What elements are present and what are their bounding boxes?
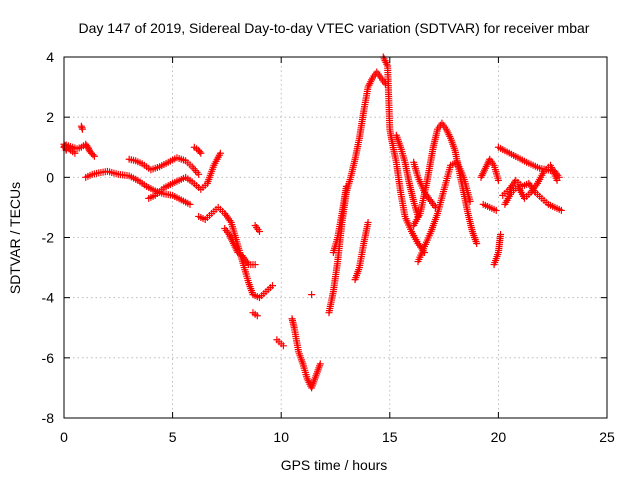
- data-point-track-a-lead: [65, 145, 73, 153]
- data-point-track-g: [251, 261, 259, 269]
- data-point-track-f: [269, 282, 277, 290]
- data-point-track-r: [431, 203, 439, 211]
- data-point-track-p: [473, 240, 481, 248]
- y-axis-label: SDTVAR / TECUs: [7, 182, 23, 294]
- x-tick-label: 5: [169, 429, 177, 445]
- y-tick-label: -6: [42, 350, 55, 366]
- data-points-layer: [60, 53, 565, 392]
- data-point-track-e: [196, 148, 204, 156]
- y-tick-label: 0: [46, 169, 54, 185]
- data-point-track-l-branch: [342, 182, 350, 190]
- x-tick-label: 0: [60, 429, 68, 445]
- data-point-track-a: [89, 151, 97, 159]
- data-point-track-d: [216, 149, 224, 157]
- y-tick-label: 4: [46, 49, 54, 65]
- data-point-track-a-spike: [78, 125, 86, 133]
- data-point-track-m: [364, 218, 372, 226]
- data-point-track-u: [497, 230, 505, 238]
- y-tick-label: -8: [42, 410, 55, 426]
- x-tick-label: 25: [599, 429, 615, 445]
- data-point-track-a-lead: [63, 143, 71, 151]
- y-tick-label: -2: [42, 230, 55, 246]
- data-point-track-t: [492, 206, 500, 214]
- chart-title: Day 147 of 2019, Sidereal Day-to-day VTE…: [79, 20, 590, 36]
- data-point-track-c: [195, 170, 203, 178]
- data-point-track-a-lead: [71, 149, 79, 157]
- data-point-track-f-tail: [253, 312, 261, 320]
- data-point-track-k: [308, 291, 316, 299]
- data-point-track-a: [84, 143, 92, 151]
- data-point-track-j: [316, 360, 324, 368]
- data-point-track-s: [494, 176, 502, 184]
- data-point-track-h: [255, 227, 263, 235]
- data-point-track-x: [555, 173, 563, 181]
- data-point-track-i: [279, 342, 287, 350]
- data-point-track-a: [90, 152, 98, 160]
- data-point-track-e: [197, 149, 205, 157]
- data-point-track-v: [557, 206, 565, 214]
- x-tick-label: 10: [273, 429, 289, 445]
- data-point-track-q: [466, 197, 474, 205]
- y-tick-label: -4: [42, 290, 55, 306]
- data-point-track-b: [186, 200, 194, 208]
- x-tick-label: 20: [491, 429, 507, 445]
- x-axis-label: GPS time / hours: [281, 457, 388, 473]
- y-tick-label: 2: [46, 109, 54, 125]
- ticks-layer: 0 5 10 15 20 25 -8 -6 -4 -2 0 2 4: [42, 49, 615, 445]
- data-point-track-a: [85, 145, 93, 153]
- x-tick-label: 15: [382, 429, 398, 445]
